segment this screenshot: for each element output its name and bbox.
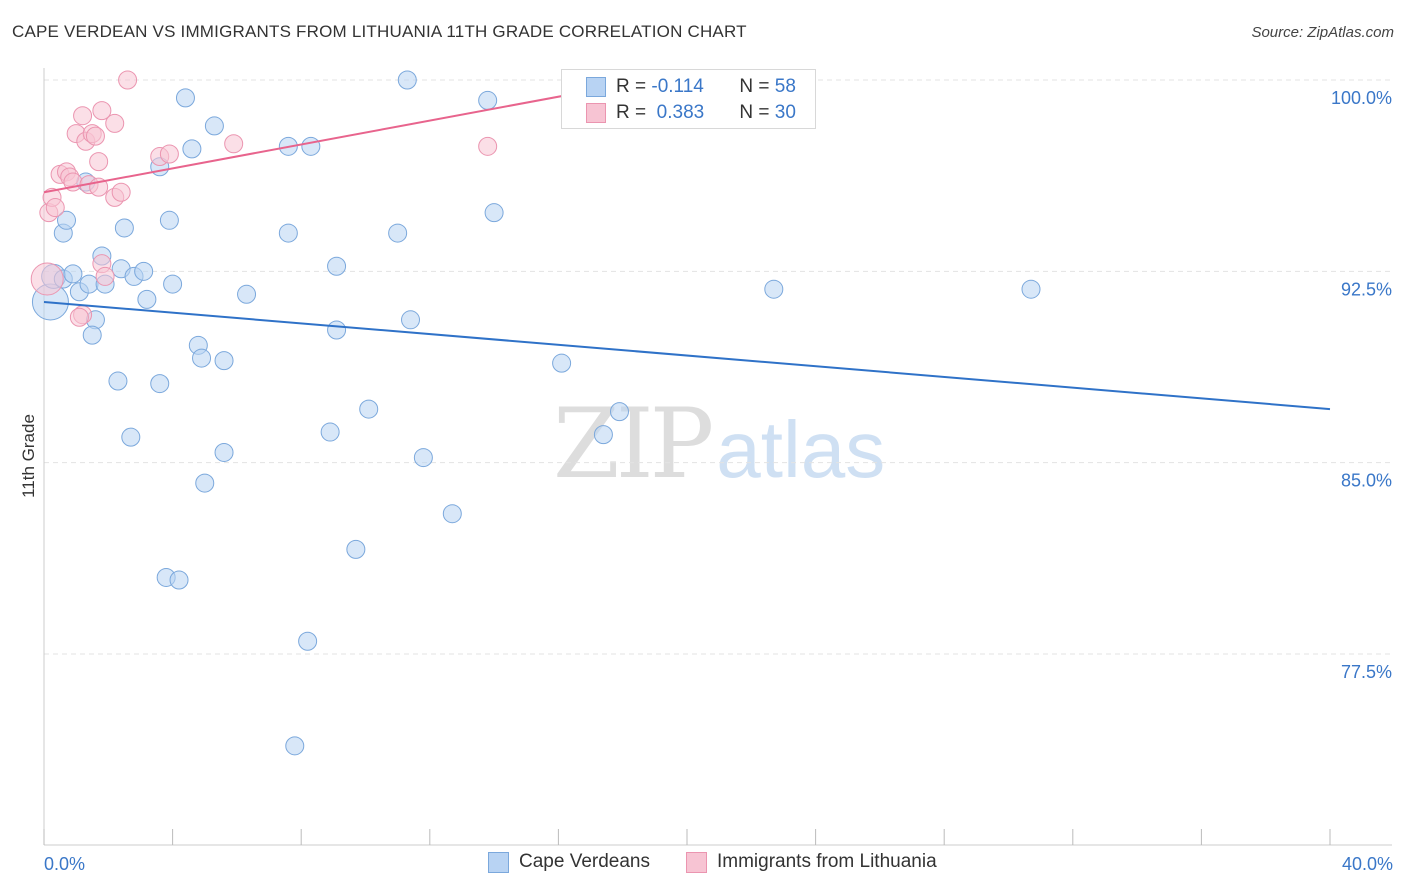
lithuania-point — [118, 70, 138, 90]
cape-verdean-point — [195, 473, 215, 493]
stats-row-lithuania: R = 0.383 N = 30 — [586, 101, 796, 125]
lithuania-point — [69, 307, 89, 327]
cape-verdean-point — [388, 223, 408, 243]
y-tick-label: 92.5% — [1341, 279, 1392, 299]
lithuania-point — [478, 136, 498, 156]
grid-layer — [44, 79, 1392, 655]
cape-verdean-point — [182, 139, 202, 159]
watermark: ZIPatlas — [553, 396, 885, 493]
stats-n-value: 58 — [774, 76, 796, 97]
watermark-atlas: atlas — [716, 405, 886, 494]
cape-verdean-point — [192, 348, 212, 368]
cape-verdean-point — [397, 70, 417, 90]
lithuania-point — [45, 198, 65, 218]
cape-verdean-point — [359, 399, 379, 419]
cape-verdean-point — [134, 261, 154, 281]
x-tick-label: 0.0% — [44, 854, 85, 874]
cape-verdean-point — [442, 504, 462, 524]
y-tick-label: 85.0% — [1341, 471, 1392, 491]
legend-swatch-pink — [686, 851, 707, 873]
cape-verdean-point — [278, 223, 298, 243]
y-axis-title: 11th Grade — [19, 414, 38, 498]
cape-verdean-point — [82, 325, 102, 345]
cape-verdean-point — [169, 570, 189, 590]
stats-n-label: N = — [739, 102, 775, 123]
cape-verdean-point — [552, 353, 572, 373]
points-layer — [30, 70, 1041, 756]
label-layer: 100.0% 92.5% 85.0% 77.5% 0.0% 40.0% — [44, 88, 1393, 874]
cape-verdean-point — [609, 402, 629, 422]
stats-r-value: 0.383 — [651, 102, 705, 123]
legend-label: Cape Verdeans — [519, 851, 650, 872]
lithuania-point — [105, 113, 125, 133]
cape-verdean-point — [214, 442, 234, 462]
cape-verdean-point — [1021, 279, 1041, 299]
cape-verdean-point — [593, 425, 613, 445]
watermark-zip: ZIP — [553, 388, 714, 500]
cape-verdean-point — [320, 422, 340, 442]
stats-r-label: R = — [616, 76, 652, 97]
y-tick-label: 77.5% — [1341, 662, 1392, 682]
x-tick-label: 40.0% — [1342, 854, 1393, 874]
cape-verdean-point — [285, 736, 305, 756]
stats-legend: R = -0.114 N = 58 R = 0.383 N = 30 — [561, 69, 816, 129]
cape-verdean-point — [114, 218, 134, 238]
stats-r-value: -0.114 — [651, 76, 704, 97]
legend-item-cape-verdeans[interactable]: Cape Verdeans — [488, 851, 650, 873]
lithuania-point — [224, 134, 244, 154]
cape-verdean-point — [214, 351, 234, 371]
stats-swatch-blue — [586, 77, 606, 97]
cape-verdean-point — [57, 210, 77, 230]
cape-verdean-point — [298, 631, 318, 651]
lithuania-point — [73, 106, 93, 126]
cape-verdean-point — [478, 90, 498, 110]
cape-verdean-point — [327, 320, 347, 340]
lithuania-trendline — [43, 79, 649, 194]
cape-verdean-point — [327, 256, 347, 276]
cape-verdean-point — [163, 274, 183, 294]
cape-verdean-point — [137, 289, 157, 309]
legend-swatch-blue — [488, 851, 509, 873]
cape-verdean-point — [301, 136, 321, 156]
lithuania-point — [159, 144, 179, 164]
stats-swatch-pink — [586, 103, 606, 123]
series-legend: Cape Verdeans Immigrants from Lithuania — [0, 851, 1406, 877]
chart-source: Source: ZipAtlas.com — [1251, 24, 1394, 41]
lithuania-point — [85, 126, 105, 146]
cape-verdean-point — [204, 116, 224, 136]
legend-label: Immigrants from Lithuania — [717, 851, 937, 872]
cape-verdean-point — [175, 88, 195, 108]
lithuania-point — [89, 152, 109, 172]
lithuania-point — [92, 101, 112, 121]
legend-item-lithuania[interactable]: Immigrants from Lithuania — [686, 851, 937, 873]
lithuania-point — [111, 182, 131, 202]
cape-verdean-point — [484, 203, 504, 223]
cape-verdean-point — [764, 279, 784, 299]
y-tick-label: 100.0% — [1331, 88, 1392, 108]
chart-title: CAPE VERDEAN VS IMMIGRANTS FROM LITHUANI… — [12, 22, 747, 41]
cape-verdean-point — [121, 427, 141, 447]
stats-row-cape-verdeans: R = -0.114 N = 58 — [586, 75, 796, 99]
cape-verdean-point — [63, 264, 83, 284]
stats-n-label: N = — [739, 76, 775, 97]
stats-r-label: R = — [616, 102, 652, 123]
axis-layer — [43, 68, 1392, 846]
cape-verdean-point — [150, 374, 170, 394]
cape-verdean-point — [413, 448, 433, 468]
cape-verdean-point — [401, 310, 421, 330]
cape-verdean-point — [159, 210, 179, 230]
cape-verdean-trendline — [43, 300, 1331, 411]
cape-verdean-point — [346, 539, 366, 559]
cape-verdean-point — [108, 371, 128, 391]
lithuania-point — [30, 262, 64, 296]
trend-layer — [43, 79, 1331, 411]
lithuania-point — [95, 266, 115, 286]
cape-verdean-point — [79, 274, 99, 294]
cape-verdean-point — [237, 284, 257, 304]
stats-n-value: 30 — [774, 102, 796, 123]
